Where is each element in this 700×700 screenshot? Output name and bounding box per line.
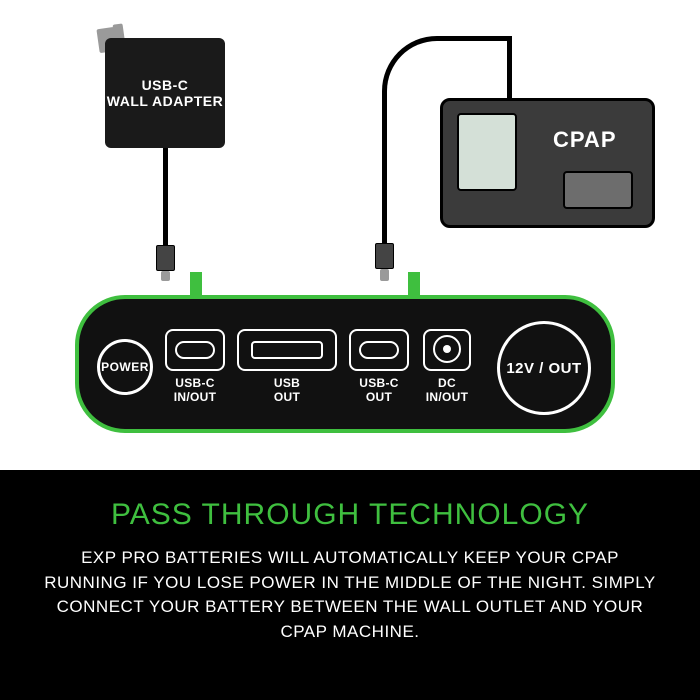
usb-c-plug — [156, 245, 175, 271]
port-usb-a — [251, 341, 323, 359]
battery-bar: POWER USB-C IN/OUT USB OUT USB-C OUT DC … — [75, 295, 615, 433]
port-label-usb-out: USB OUT — [247, 377, 327, 405]
dc-plug — [375, 243, 394, 269]
port-usbc-out — [359, 341, 399, 359]
diagram-canvas: USB-C WALL ADAPTER CPAP POWER — [0, 0, 700, 700]
wall-adapter: USB-C WALL ADAPTER — [105, 38, 225, 148]
cpap-cable-v — [382, 95, 387, 245]
dc-plug-tip — [380, 269, 389, 281]
cpap-cable-top-h — [437, 36, 512, 41]
cpap-label: CPAP — [553, 127, 617, 153]
cpap-screen — [457, 113, 517, 191]
adapter-label: USB-C WALL ADAPTER — [107, 77, 223, 109]
cpap-device: CPAP — [440, 98, 655, 228]
cpap-panel — [563, 171, 633, 209]
port-label-usbc-out: USB-C OUT — [345, 377, 413, 405]
power-button: POWER — [97, 339, 153, 395]
arrow-in-usbc — [190, 272, 202, 296]
port-dc-pin — [443, 345, 451, 353]
cpap-cable-drop — [507, 36, 512, 100]
port-12v-out: 12V / OUT — [497, 321, 591, 415]
port-label-dc: DC IN/OUT — [419, 377, 475, 405]
port-label-usbc-inout: USB-C IN/OUT — [161, 377, 229, 405]
port-usbc-inout-frame — [165, 329, 225, 371]
headline: PASS THROUGH TECHNOLOGY — [38, 498, 662, 532]
body-text: EXP PRO BATTERIES WILL AUTOMATICALLY KEE… — [38, 546, 662, 645]
adapter-cable — [163, 148, 168, 248]
bottom-text-block: PASS THROUGH TECHNOLOGY EXP PRO BATTERIE… — [0, 470, 700, 700]
usb-c-plug-tip — [161, 271, 170, 281]
arrow-in-dc — [408, 272, 420, 296]
